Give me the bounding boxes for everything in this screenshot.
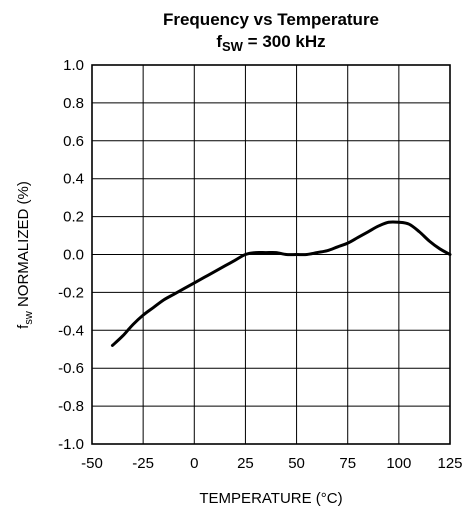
chart-grid bbox=[91, 64, 451, 445]
y-tick-label: 0.8 bbox=[63, 95, 84, 112]
x-tick-label: 0 bbox=[190, 455, 198, 472]
x-axis-label: TEMPERATURE (°C) bbox=[199, 490, 342, 507]
x-tick-label: 50 bbox=[288, 455, 305, 472]
y-tick-label: -0.4 bbox=[58, 322, 84, 339]
y-tick-label: 0.6 bbox=[63, 133, 84, 150]
y-tick-label: -0.8 bbox=[58, 398, 84, 415]
chart-subtitle: fSW = 300 kHz bbox=[216, 32, 325, 54]
x-axis: -50 -25 0 25 50 75 100 125 bbox=[81, 455, 462, 472]
y-tick-label: 1.0 bbox=[63, 57, 84, 74]
y-tick-label: -0.6 bbox=[58, 360, 84, 377]
plot-frame bbox=[91, 64, 451, 445]
x-tick-label: 75 bbox=[339, 455, 356, 472]
series-layer bbox=[110, 220, 452, 347]
x-tick-label: 25 bbox=[237, 455, 254, 472]
y-tick-label: -1.0 bbox=[58, 436, 84, 453]
y-tick-label: 0.4 bbox=[63, 171, 84, 188]
x-tick-label: -50 bbox=[81, 455, 103, 472]
x-tick-label: -25 bbox=[132, 455, 154, 472]
chart-title: Frequency vs Temperature bbox=[163, 10, 379, 29]
x-tick-label: 125 bbox=[437, 455, 462, 472]
series-line bbox=[110, 220, 452, 347]
x-tick-label: 100 bbox=[386, 455, 411, 472]
y-tick-label: 0.0 bbox=[63, 247, 84, 264]
y-axis: 1.0 0.8 0.6 0.4 0.2 0.0 -0.2 -0.4 -0.6 -0.8 -1.0 bbox=[58, 57, 84, 453]
y-tick-label: -0.2 bbox=[58, 284, 84, 301]
y-tick-label: 0.2 bbox=[63, 209, 84, 226]
y-axis-label: fsw NORMALIZED (%) bbox=[15, 181, 35, 329]
